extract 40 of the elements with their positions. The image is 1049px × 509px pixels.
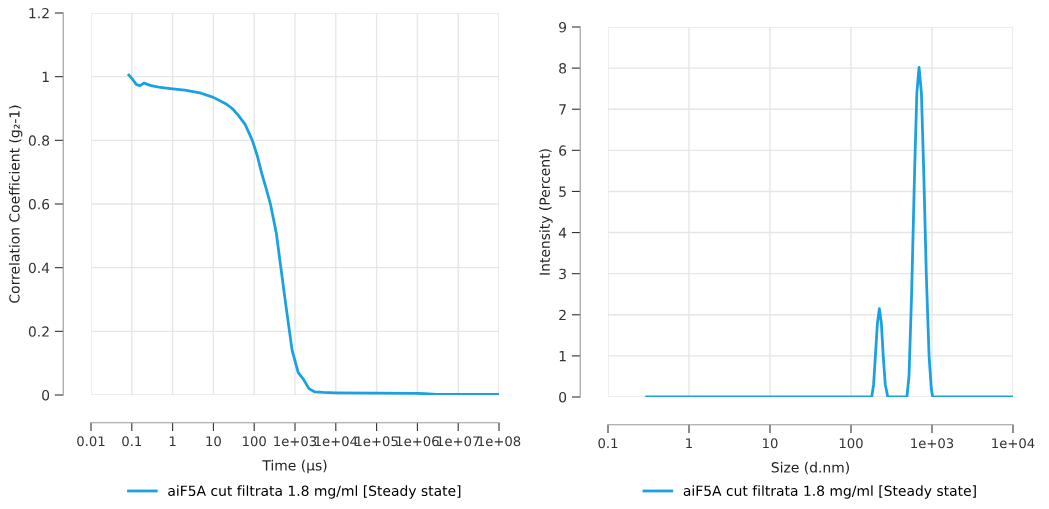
y-tick-label: 6 xyxy=(559,145,567,156)
y-tick-label: 9 xyxy=(559,21,567,33)
y-tick-label: 7 xyxy=(559,104,566,115)
x-tick-label: 1e+04 xyxy=(315,436,358,447)
x-tick-label: 10 xyxy=(206,436,221,447)
x-tick-label: 1e+07 xyxy=(437,436,480,447)
y-tick-label: 1.2 xyxy=(29,7,49,19)
x-tick-label: 100 xyxy=(243,436,266,447)
y-tick-label: 0.2 xyxy=(28,326,49,337)
x-tick-label: 1 xyxy=(686,438,692,448)
x-tick-label: 1e+08 xyxy=(478,436,521,447)
y-tick-label: 0.8 xyxy=(28,135,50,146)
y-tick-label: 3 xyxy=(559,268,566,280)
x-tick-label: 1 xyxy=(169,436,176,446)
x-tick-label: 1e+03 xyxy=(911,438,954,449)
y-tick-label: 0.4 xyxy=(28,262,50,274)
x-axis-title: Time (µs) xyxy=(262,459,327,474)
x-tick-label: 1e+03 xyxy=(274,436,317,447)
x-tick-label: 0.1 xyxy=(122,436,142,447)
x-tick-label: 1e+04 xyxy=(992,438,1035,449)
y-tick-label: 2 xyxy=(559,309,566,321)
y-tick-label: 4 xyxy=(558,227,567,238)
x-tick-label: 1e+05 xyxy=(355,436,398,447)
legend-label: aiF5A cut filtrata 1.8 mg/ml [Steady state] xyxy=(683,485,976,499)
x-tick-label: 0.1 xyxy=(598,438,618,449)
y-tick-label: 0 xyxy=(559,391,567,403)
x-tick-label: 10 xyxy=(763,438,778,449)
x-tick-label: 1e+06 xyxy=(396,436,439,447)
y-tick-label: 1 xyxy=(42,71,49,82)
x-tick-label: 100 xyxy=(839,438,863,449)
y-tick-label: 1 xyxy=(559,351,566,362)
y-tick-label: 0 xyxy=(42,389,50,401)
y-axis-title: Correlation Coefficient (g₂-1) xyxy=(8,105,23,303)
x-tick-label: 0.01 xyxy=(77,436,105,447)
y-tick-label: 0.6 xyxy=(28,198,50,210)
y-tick-label: 5 xyxy=(559,186,566,197)
y-tick-label: 8 xyxy=(559,63,567,74)
y-axis-title: Intensity (Percent) xyxy=(539,149,553,275)
legend-label: aiF5A cut filtrata 1.8 mg/ml [Steady state] xyxy=(168,485,461,499)
x-axis-title: Size (d.nm) xyxy=(771,461,849,475)
